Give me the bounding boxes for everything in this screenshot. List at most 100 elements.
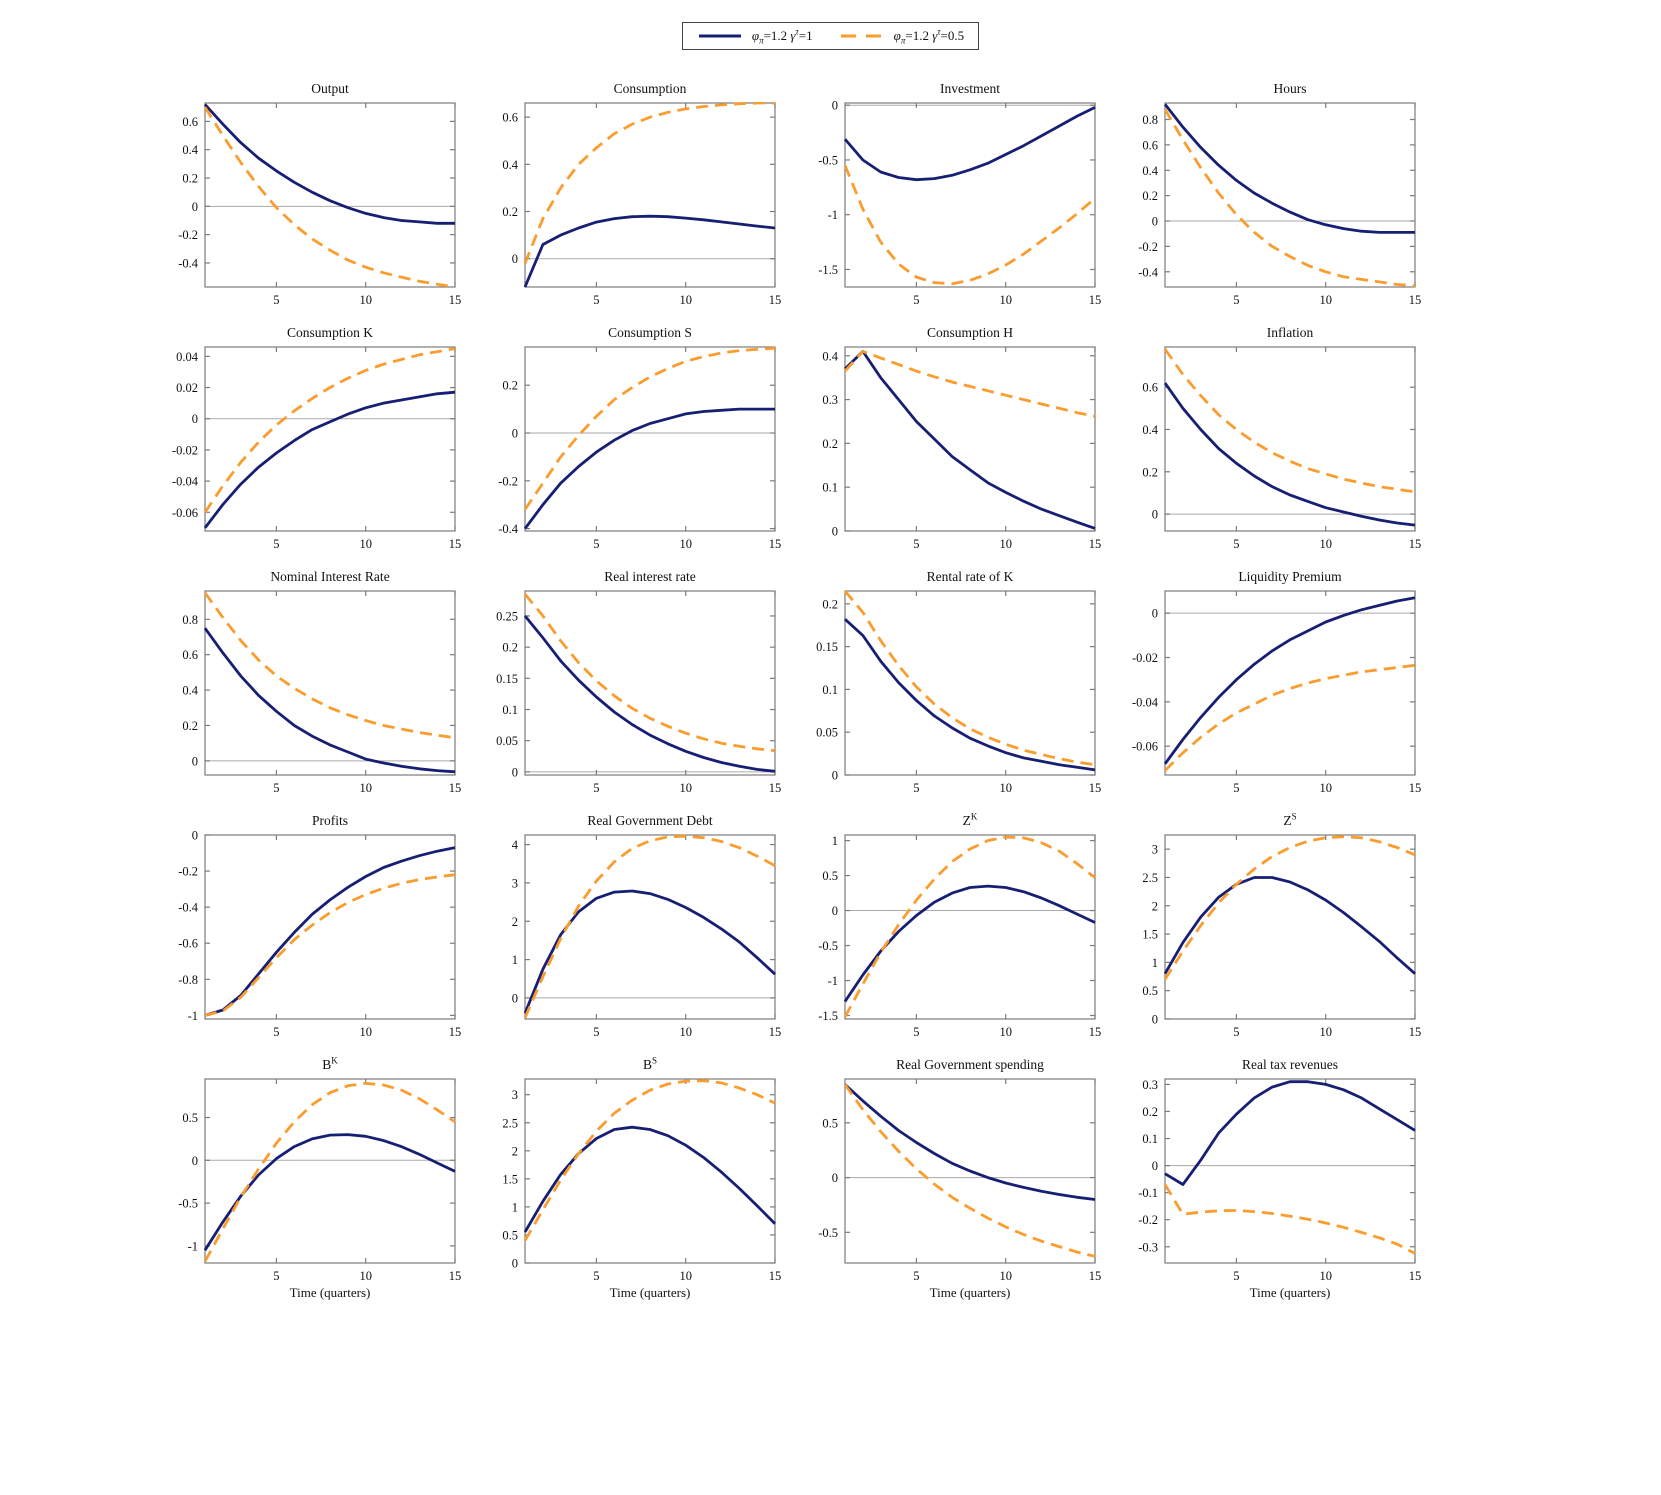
legend-label-dashed: φπ=1.2 γτ=0.5 (893, 26, 965, 46)
y-tick-label: 0.4 (182, 143, 198, 157)
subplot-real-government-debt: Real Government Debt 5 10 15 0 1 2 3 4 (468, 812, 788, 1056)
series-line-dashed (524, 346, 776, 511)
y-tick-label: 4 (512, 838, 519, 852)
chart-canvas: 5 10 15 -0.06 -0.04 -0.02 0 0.02 0.04 (172, 346, 462, 551)
series-line-solid (524, 1125, 776, 1233)
y-tick-label: 0.5 (1142, 984, 1158, 998)
x-axis-label: Time (quarters) (290, 1285, 371, 1300)
chart-canvas: 5 10 15 -0.4 -0.2 0 0.2 0.4 0.6 (178, 102, 461, 307)
chart-canvas: 5 10 15 0 0.1 0.2 0.3 0.4 (822, 346, 1102, 551)
subplot-inflation: Inflation 5 10 15 0 0.2 0.4 0.6 (1108, 324, 1428, 568)
chart-title: ZS (1283, 811, 1297, 828)
y-tick-label: 0.3 (822, 393, 838, 407)
y-tick-label: 0 (512, 765, 518, 779)
x-tick-label: 10 (359, 1025, 372, 1039)
y-tick-label: -0.06 (1132, 740, 1158, 754)
axes-box (1164, 590, 1416, 776)
subplot-real-interest-rate: Real interest rate 5 10 15 0 0.05 0.1 0.15 0.2 0.… (468, 568, 788, 812)
y-tick-label: 0 (832, 1171, 838, 1185)
axes-box (1164, 102, 1416, 288)
x-tick-label: 5 (593, 1025, 599, 1039)
y-tick-label: 2 (512, 1144, 518, 1158)
subplot-rental-rate-of-k: Rental rate of K 5 10 15 0 0.05 0.1 0.15 0.2 (788, 568, 1108, 812)
y-tick-label: 0 (192, 754, 198, 768)
chart-canvas: 5 10 15 -0.4 -0.2 0 0.2 0.4 0.6 0.8 (1138, 102, 1421, 307)
x-tick-label: 10 (679, 293, 692, 307)
y-tick-label: 0.4 (182, 684, 198, 698)
y-tick-label: 0.8 (1142, 113, 1158, 127)
y-tick-label: 0.02 (176, 381, 198, 395)
y-tick-label: 0.3 (1142, 1078, 1158, 1092)
y-tick-label: 0.2 (502, 205, 518, 219)
series-line-dashed (204, 1081, 456, 1262)
y-tick-label: -0.2 (1138, 1213, 1158, 1227)
chart-title: Rental rate of K (926, 569, 1014, 584)
axes-box (1164, 346, 1416, 532)
legend-item-solid: φπ=1.2 γτ=1 (697, 26, 813, 46)
legend-item-dashed: φπ=1.2 γτ=0.5 (839, 26, 965, 46)
x-tick-label: 15 (1409, 1025, 1422, 1039)
y-tick-label: 0 (192, 200, 198, 214)
x-tick-label: 15 (769, 1025, 782, 1039)
axes-box (844, 1078, 1096, 1264)
x-tick-label: 10 (359, 293, 372, 307)
y-tick-label: -0.6 (178, 937, 198, 951)
x-tick-label: 5 (913, 781, 919, 795)
chart-title: Output (311, 81, 349, 96)
y-tick-label: 1 (1152, 956, 1158, 970)
y-tick-label: 0.4 (1142, 423, 1158, 437)
x-tick-label: 15 (1089, 293, 1102, 307)
x-tick-label: 10 (679, 537, 692, 551)
y-tick-label: 3 (512, 1088, 518, 1102)
x-tick-label: 5 (1233, 781, 1239, 795)
y-tick-label: -0.5 (178, 1197, 198, 1211)
subplot-profits: Profits 5 10 15 -1 -0.8 -0.6 -0.4 -0.2 0 (148, 812, 468, 1056)
subplot-z-s: ZS 5 10 15 0 0.5 1 1.5 2 2.5 3 (1108, 812, 1428, 1056)
y-tick-label: 0.5 (182, 1111, 198, 1125)
y-tick-label: 0.1 (502, 703, 518, 717)
y-tick-label: -1 (828, 974, 838, 988)
chart-canvas: 5 10 15 -1.5 -1 -0.5 0 0.5 1 (818, 834, 1101, 1039)
series-line-solid (204, 103, 455, 225)
series-line-solid (844, 884, 1096, 1003)
axes-box (1164, 834, 1416, 1020)
subplot-consumption-k: Consumption K 5 10 15 -0.06 -0.04 -0.02 0 0.02 0.… (148, 324, 468, 568)
y-tick-label: 0 (832, 99, 838, 113)
y-tick-label: 0 (512, 1257, 518, 1271)
y-tick-label: -0.4 (178, 901, 199, 915)
x-tick-label: 15 (449, 1269, 462, 1283)
series-line-dashed (844, 835, 1096, 1018)
y-tick-label: -0.04 (1132, 695, 1159, 709)
y-tick-label: 0.25 (496, 609, 518, 623)
legend-label-solid: φπ=1.2 γτ=1 (751, 26, 813, 46)
y-tick-label: 0 (1152, 1013, 1158, 1027)
y-tick-label: 0 (1152, 508, 1158, 522)
x-tick-label: 5 (1233, 537, 1239, 551)
chart-title: Real interest rate (604, 569, 696, 584)
series-line-solid (524, 407, 775, 530)
y-tick-label: 0.15 (496, 672, 518, 686)
x-tick-label: 15 (449, 537, 462, 551)
axes-box (844, 834, 1096, 1020)
x-tick-label: 10 (1319, 537, 1332, 551)
y-tick-label: 0 (832, 904, 838, 918)
y-tick-label: 1 (512, 953, 518, 967)
x-tick-label: 15 (1089, 537, 1102, 551)
x-tick-label: 15 (449, 1025, 462, 1039)
y-tick-label: 0.6 (502, 111, 518, 125)
y-tick-label: 0.4 (1142, 164, 1158, 178)
y-tick-label: 0 (832, 769, 838, 783)
x-tick-label: 5 (1233, 293, 1239, 307)
x-tick-label: 5 (273, 781, 279, 795)
x-tick-label: 5 (913, 537, 919, 551)
axes-box (844, 102, 1096, 288)
y-tick-label: 2 (1152, 899, 1158, 913)
series-line-dashed (204, 106, 456, 288)
y-tick-label: -0.04 (172, 475, 199, 489)
chart-title: Real Government Debt (587, 813, 713, 828)
series-line-dashed (1164, 663, 1416, 772)
subplot-hours: Hours 5 10 15 -0.4 -0.2 0 0.2 0.4 0.6 0.8 (1108, 80, 1428, 324)
subplot-b-s: BS 5 10 15 0 0.5 1 1.5 2 2.5 3 Time (quarters) (468, 1056, 788, 1300)
y-tick-label: -0.2 (178, 228, 198, 242)
axes-box (204, 102, 456, 288)
